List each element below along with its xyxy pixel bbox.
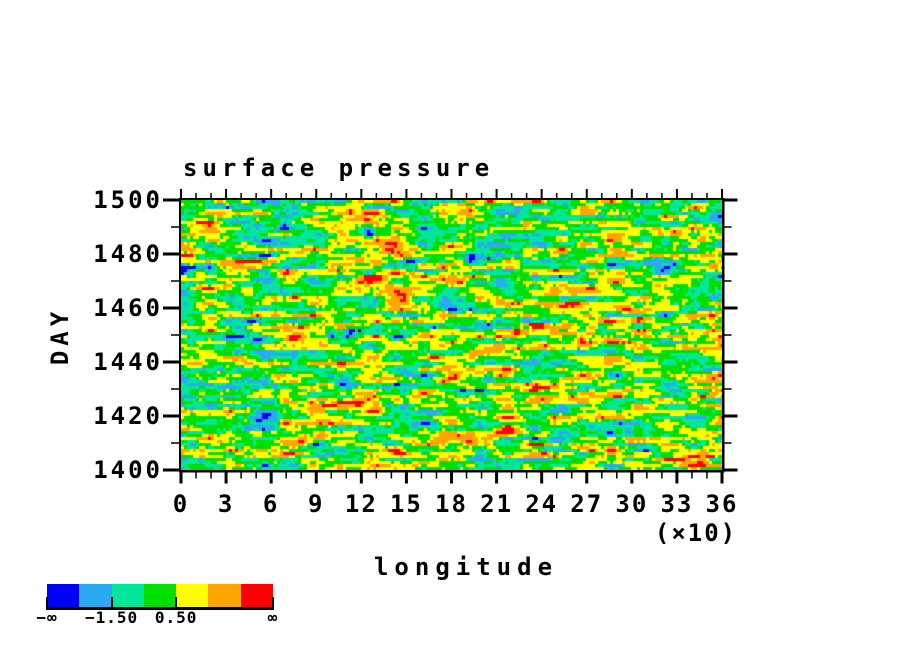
y-tick-label: 1420 [93, 402, 163, 430]
x-axis-scale-note: (×10) [654, 519, 738, 547]
colorbar-segment [240, 584, 273, 607]
x-tick-label: 36 [705, 490, 739, 518]
x-tick-label: 21 [480, 490, 514, 518]
colorbar-segment [47, 584, 80, 607]
y-tick-label: 1440 [93, 348, 163, 376]
colorbar-segment [79, 584, 112, 607]
y-tick-label: 1500 [93, 186, 163, 214]
colorbar-tick [46, 597, 48, 607]
x-tick-label: 30 [615, 490, 649, 518]
x-tick-label: 33 [660, 490, 694, 518]
heatmap-canvas [181, 200, 722, 470]
x-tick-label: 3 [217, 490, 235, 518]
x-tick-label: 18 [435, 490, 468, 518]
x-axis-label: longitude [373, 553, 559, 581]
x-tick-label: 6 [262, 490, 280, 518]
y-tick-label: 1480 [93, 240, 163, 268]
x-tick-label: 15 [389, 490, 423, 518]
y-tick-label: 1400 [93, 456, 163, 484]
y-axis-label: DAY [46, 306, 74, 366]
colorbar-tick-label: 0.50 [154, 608, 198, 627]
colorbar-tick [272, 597, 274, 607]
x-tick-label: 24 [525, 490, 559, 518]
colorbar-tick-label: ∞ [267, 608, 279, 627]
y-tick-label: 1460 [93, 294, 163, 322]
x-tick-label: 9 [308, 490, 325, 518]
colorbar-segment [111, 584, 144, 607]
chart-title: surface pressure [183, 154, 495, 182]
x-tick-label: 12 [344, 490, 378, 518]
colorbar [47, 584, 273, 607]
x-tick-label: 0 [172, 490, 190, 518]
colorbar-tick-label: −1.50 [84, 608, 139, 627]
colorbar-segment [208, 584, 241, 607]
x-tick-label: 27 [570, 490, 604, 518]
colorbar-segment [143, 584, 177, 607]
colorbar-baseline [46, 607, 274, 610]
colorbar-tick [110, 597, 113, 607]
colorbar-segment [176, 584, 209, 607]
colorbar-tick-label: −∞ [36, 608, 58, 627]
colorbar-tick [175, 597, 178, 607]
